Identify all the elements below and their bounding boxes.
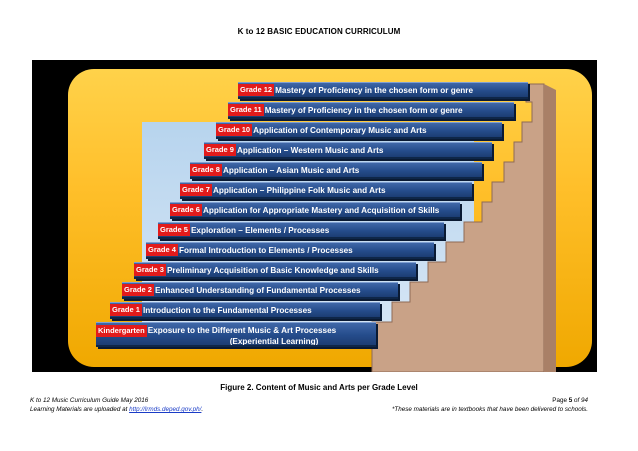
- page-number: 5: [568, 397, 573, 404]
- figure-caption: Figure 2. Content of Music and Arts per …: [220, 383, 418, 392]
- step-grade-2: Grade 2 Enhanced Understanding of Fundam…: [122, 282, 398, 299]
- page-word: Page: [552, 397, 569, 404]
- document-title: K to 12 BASIC EDUCATION CURRICULUM: [237, 27, 401, 36]
- step-grade-3: Grade 3 Preliminary Acquisition of Basic…: [134, 262, 416, 279]
- grade-tag: Grade 6: [170, 204, 202, 216]
- step-grade-4: Grade 4 Formal Introduction to Elements …: [146, 242, 434, 259]
- grade-tag: Grade 5: [158, 224, 190, 236]
- grade-tag: Grade 3: [134, 264, 166, 276]
- step-grade-11: Grade 11 Mastery of Proficiency in the c…: [228, 102, 514, 119]
- grade-tag: Grade 9: [204, 144, 236, 156]
- step-grade-10: Grade 10 Application of Contemporary Mus…: [216, 122, 502, 139]
- step-label: Enhanced Understanding of Fundamental Pr…: [154, 285, 361, 295]
- step-label: Application – Philippine Folk Music and …: [212, 185, 386, 195]
- lrmds-link[interactable]: http://lrmds.deped.gov.ph/: [129, 406, 202, 413]
- grade-tag: Kindergarten: [96, 325, 147, 337]
- grade-tag: Grade 10: [216, 124, 253, 136]
- step-label: Application for Appropriate Mastery and …: [202, 205, 440, 215]
- grade-tag: Grade 8: [190, 164, 222, 176]
- page-total: of 94: [572, 397, 588, 404]
- step-sublabel: (Experiential Learning): [229, 337, 319, 346]
- step-grade-9: Grade 9 Application – Western Music and …: [204, 142, 492, 159]
- step-label: Formal Introduction to Elements / Proces…: [178, 245, 353, 255]
- step-grade-5: Grade 5 Exploration – Elements / Process…: [158, 222, 444, 239]
- grade-tag: Grade 1: [110, 304, 142, 316]
- step-label: Exposure to the Different Music & Art Pr…: [147, 326, 337, 335]
- step-label: Mastery of Proficiency in the chosen for…: [275, 85, 474, 95]
- footer-note: *These materials are in textbooks that h…: [391, 406, 588, 413]
- grade-tag: Grade 7: [180, 184, 212, 196]
- step-label: Introduction to the Fundamental Processe…: [142, 305, 312, 315]
- step-label: Application of Contemporary Music and Ar…: [253, 125, 427, 135]
- step-label: Mastery of Proficiency in the chosen for…: [264, 105, 463, 115]
- step-grade-7: Grade 7 Application – Philippine Folk Mu…: [180, 182, 472, 199]
- step-kindergarten: Kindergarten Exposure to the Different M…: [96, 322, 376, 347]
- grade-tag: Grade 2: [122, 284, 154, 296]
- step-grade-6: Grade 6 Application for Appropriate Mast…: [170, 202, 460, 219]
- step-grade-8: Grade 8 Application – Asian Music and Ar…: [190, 162, 482, 179]
- footer-uploaded: Learning Materials are uploaded at http:…: [30, 406, 203, 413]
- step-label: Application – Asian Music and Arts: [222, 165, 360, 175]
- footer-uploaded-suffix: .: [201, 406, 204, 413]
- grade-tag: Grade 4: [146, 244, 178, 256]
- grade-tag: Grade 11: [228, 104, 264, 116]
- curriculum-staircase-figure: Kindergarten Exposure to the Different M…: [32, 60, 597, 372]
- footer-guide: K to 12 Music Curriculum Guide May 2016: [30, 397, 149, 404]
- staircase-wall: [371, 83, 556, 372]
- stair-wall-face: [371, 83, 545, 372]
- step-label: Preliminary Acquisition of Basic Knowled…: [166, 265, 379, 275]
- step-grade-12: Grade 12 Mastery of Proficiency in the c…: [238, 82, 528, 99]
- page-indicator: Page 5 of 94: [552, 397, 588, 404]
- footer-uploaded-prefix: Learning Materials are uploaded at: [30, 406, 130, 413]
- step-grade-1: Grade 1 Introduction to the Fundamental …: [110, 302, 380, 319]
- grade-tag: Grade 12: [238, 84, 275, 96]
- step-label: Exploration – Elements / Processes: [190, 225, 330, 235]
- step-label: Application – Western Music and Arts: [236, 145, 384, 155]
- stair-wall-shade: [544, 84, 556, 372]
